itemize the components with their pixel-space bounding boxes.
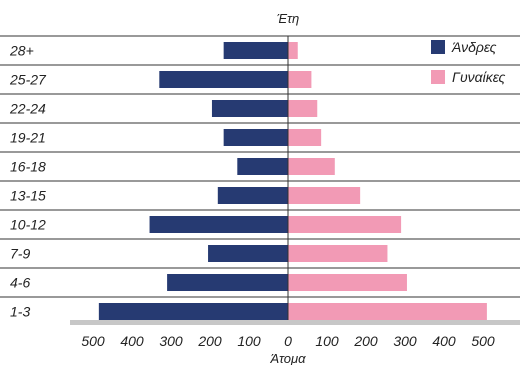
x-tick-label: 400 — [432, 333, 456, 349]
category-label: 25-27 — [9, 72, 47, 88]
bar-men — [98, 303, 288, 320]
bar-women — [288, 71, 312, 88]
legend-label: Γυναίκες — [452, 69, 506, 85]
x-tick-label: 400 — [120, 333, 144, 349]
legend-swatch — [431, 40, 445, 54]
bar-men — [211, 100, 288, 117]
bar-men — [223, 42, 288, 59]
bar-men — [149, 216, 288, 233]
bar-women — [288, 303, 487, 320]
chart-title: Έτη — [277, 11, 299, 26]
category-label: 1-3 — [10, 304, 30, 320]
x-tick-label: 500 — [81, 333, 105, 349]
x-tick-label: 200 — [197, 333, 222, 349]
category-label: 4-6 — [10, 275, 30, 291]
category-label: 10-12 — [10, 217, 46, 233]
x-tick-labels: 500 400 300 200 100 0 100 200 300 400 500 — [81, 333, 495, 349]
bar-women — [288, 100, 318, 117]
category-label: 28+ — [9, 43, 34, 59]
category-label: 7-9 — [10, 246, 30, 262]
x-tick-label: 0 — [284, 333, 292, 349]
row-separators — [0, 35, 520, 298]
bar-women — [288, 158, 335, 175]
category-labels: 28+ 25-27 22-24 19-21 16-18 13-15 10-12 7-9 4-6 1… — [9, 43, 47, 320]
bar-men — [208, 245, 288, 262]
bar-men — [159, 71, 288, 88]
x-tick-label: 300 — [393, 333, 417, 349]
category-label: 19-21 — [10, 130, 46, 146]
x-axis-band — [70, 320, 520, 325]
bar-women — [288, 129, 322, 146]
x-tick-label: 500 — [471, 333, 495, 349]
bar-men — [217, 187, 288, 204]
bar-men — [223, 129, 288, 146]
legend-swatch — [431, 70, 445, 84]
legend: Άνδρες Γυναίκες — [431, 39, 506, 85]
bar-men — [167, 274, 288, 291]
x-tick-label: 300 — [159, 333, 183, 349]
bar-women — [288, 274, 407, 291]
legend-label: Άνδρες — [451, 39, 497, 55]
category-label: 22-24 — [9, 101, 46, 117]
category-label: 16-18 — [10, 159, 46, 175]
bar-men — [237, 158, 288, 175]
bar-women — [288, 187, 361, 204]
x-axis-label: Άτομα — [269, 351, 306, 365]
x-tick-label: 100 — [237, 333, 261, 349]
bar-women — [288, 42, 298, 59]
bar-women — [288, 216, 402, 233]
x-tick-label: 100 — [315, 333, 339, 349]
x-tick-label: 200 — [353, 333, 378, 349]
category-label: 13-15 — [10, 188, 46, 204]
bar-women — [288, 245, 388, 262]
bars — [98, 42, 487, 320]
